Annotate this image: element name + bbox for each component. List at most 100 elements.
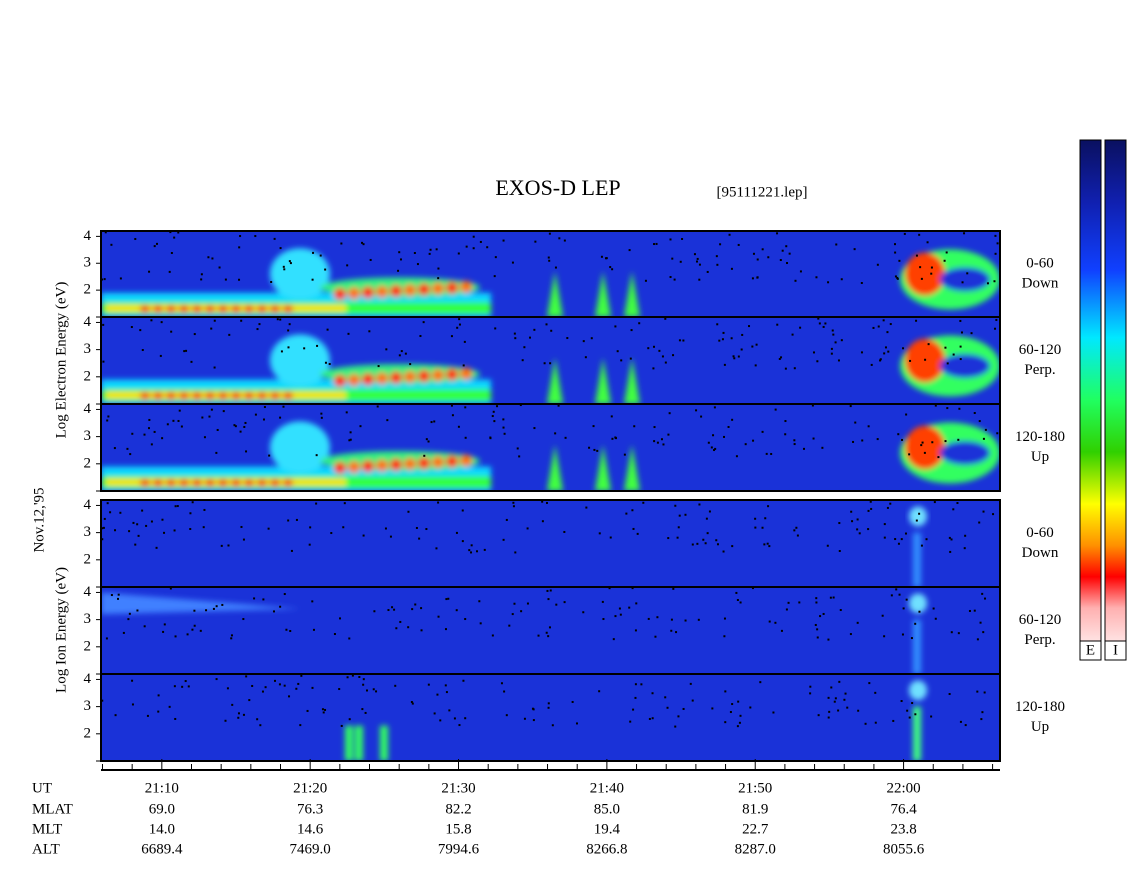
speck	[817, 317, 820, 320]
speck	[582, 340, 585, 343]
speck	[489, 436, 492, 439]
speck	[288, 323, 291, 326]
speck	[802, 447, 805, 450]
speck	[874, 721, 877, 724]
feature	[940, 267, 990, 292]
panel-angle: 60-120	[1019, 342, 1062, 358]
speck	[698, 503, 701, 506]
speck	[189, 528, 192, 531]
speck	[684, 513, 687, 516]
speck	[215, 451, 218, 454]
speck	[737, 243, 740, 246]
speck	[600, 255, 603, 258]
speck	[895, 588, 898, 591]
speck	[212, 607, 215, 610]
speck	[545, 501, 548, 504]
speck	[362, 683, 365, 686]
speck	[423, 454, 426, 457]
speck	[549, 589, 552, 592]
ephemeris-value: 76.4	[890, 801, 917, 817]
speck	[450, 404, 453, 407]
speck	[849, 405, 852, 408]
panel-direction: Perp.	[1024, 362, 1055, 378]
speck	[984, 428, 987, 431]
speck	[230, 637, 233, 640]
speck	[268, 454, 271, 457]
speck	[930, 715, 933, 718]
speck	[915, 519, 918, 522]
speck	[735, 455, 738, 458]
y-tick-label: 2	[84, 455, 92, 471]
feature	[905, 425, 945, 470]
speck	[618, 607, 621, 610]
speck	[162, 630, 165, 633]
panel-direction: Down	[1022, 545, 1059, 561]
speck	[131, 679, 134, 682]
speck	[644, 279, 647, 282]
features	[101, 248, 1000, 317]
speck	[731, 418, 734, 421]
feature	[940, 440, 990, 465]
speck	[629, 357, 632, 360]
speck	[973, 412, 976, 415]
speck	[213, 319, 216, 322]
speck	[548, 626, 551, 629]
feature	[166, 478, 176, 487]
speck	[555, 603, 558, 606]
speck	[992, 513, 995, 516]
speck	[869, 500, 872, 503]
speck	[868, 682, 871, 685]
x-tick-label: 21:30	[441, 780, 475, 796]
speck	[781, 249, 784, 252]
speck	[145, 524, 148, 527]
speck	[784, 420, 787, 423]
speck	[897, 433, 900, 436]
speck	[103, 278, 106, 281]
speck	[106, 419, 109, 422]
speck	[748, 325, 751, 328]
speck	[358, 675, 361, 678]
speck	[602, 618, 605, 621]
speck	[324, 268, 327, 271]
speck	[920, 544, 923, 547]
speck	[755, 343, 758, 346]
speck	[114, 714, 117, 717]
speck	[934, 617, 937, 620]
ephemeris-value: 15.8	[445, 821, 471, 837]
speck	[109, 511, 112, 514]
speck	[283, 684, 286, 687]
speck	[838, 680, 841, 683]
speck	[906, 709, 909, 712]
speck	[584, 356, 587, 359]
speck	[901, 633, 904, 636]
speck	[278, 683, 281, 686]
speck	[629, 720, 632, 723]
speck	[343, 502, 346, 505]
feature	[140, 304, 150, 313]
speck	[722, 331, 725, 334]
speck	[840, 339, 843, 342]
speck	[754, 364, 757, 367]
panel-direction: Up	[1031, 449, 1049, 465]
speck	[883, 536, 886, 539]
speck	[280, 350, 283, 353]
speck	[860, 281, 863, 284]
speck	[660, 438, 663, 441]
speck	[324, 361, 327, 364]
speck	[523, 346, 526, 349]
speck	[418, 537, 421, 540]
speck	[918, 233, 921, 236]
speck	[148, 270, 151, 273]
feature	[257, 304, 267, 313]
speck	[161, 518, 164, 521]
speck	[437, 267, 440, 270]
speck	[793, 529, 796, 532]
speck	[794, 279, 797, 282]
speck	[541, 520, 544, 523]
speck	[980, 718, 983, 721]
speck	[894, 538, 897, 541]
speck	[493, 420, 496, 423]
speck	[150, 443, 153, 446]
speck	[420, 607, 423, 610]
